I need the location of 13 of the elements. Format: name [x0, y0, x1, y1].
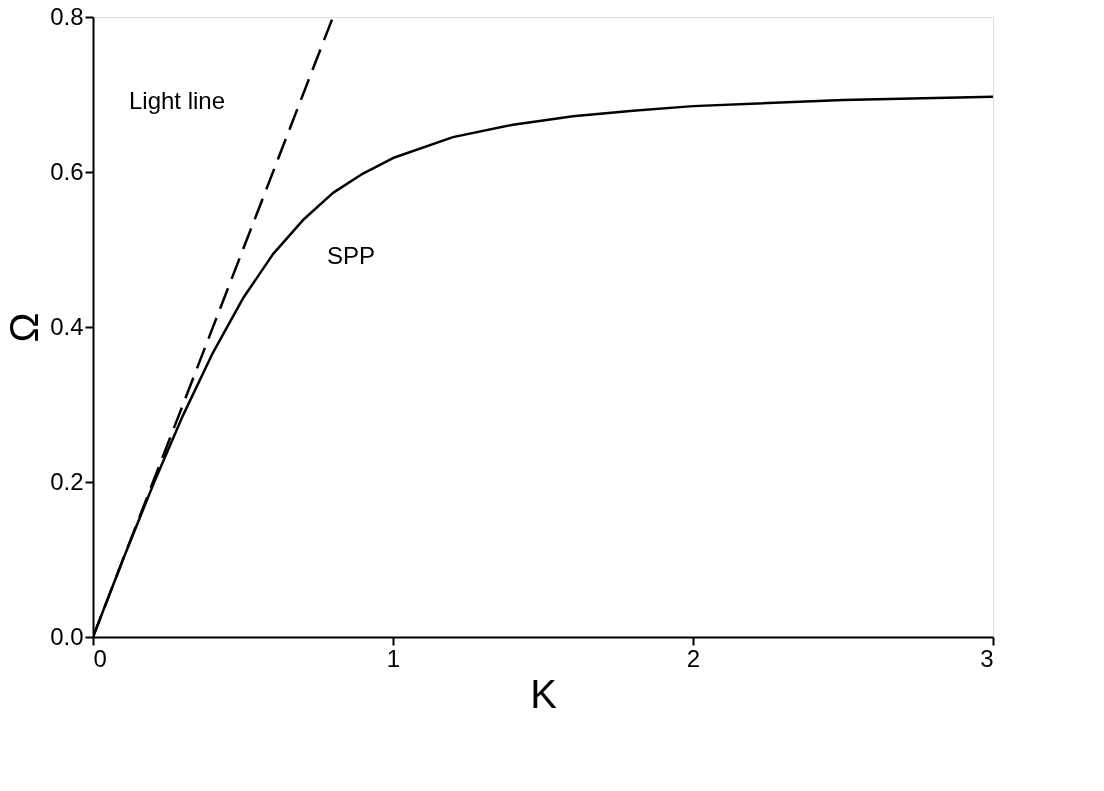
- x-tick-label: 2: [686, 644, 701, 672]
- y-axis-title: Ω: [2, 312, 47, 343]
- y-tick-label: 0.8: [50, 2, 84, 30]
- y-tick-label: 0.6: [50, 157, 84, 185]
- annotation: Light line: [128, 87, 226, 114]
- y-tick-label: 0.2: [50, 467, 84, 495]
- y-tick-label: 0.0: [50, 622, 84, 650]
- x-tick-label: 0: [93, 644, 107, 672]
- y-tick-label: 0.4: [50, 312, 84, 340]
- annotation: SPP: [326, 242, 376, 269]
- x-axis-title: K: [530, 671, 558, 716]
- x-tick-label: 1: [386, 644, 401, 672]
- x-tick-label: 3: [980, 644, 994, 672]
